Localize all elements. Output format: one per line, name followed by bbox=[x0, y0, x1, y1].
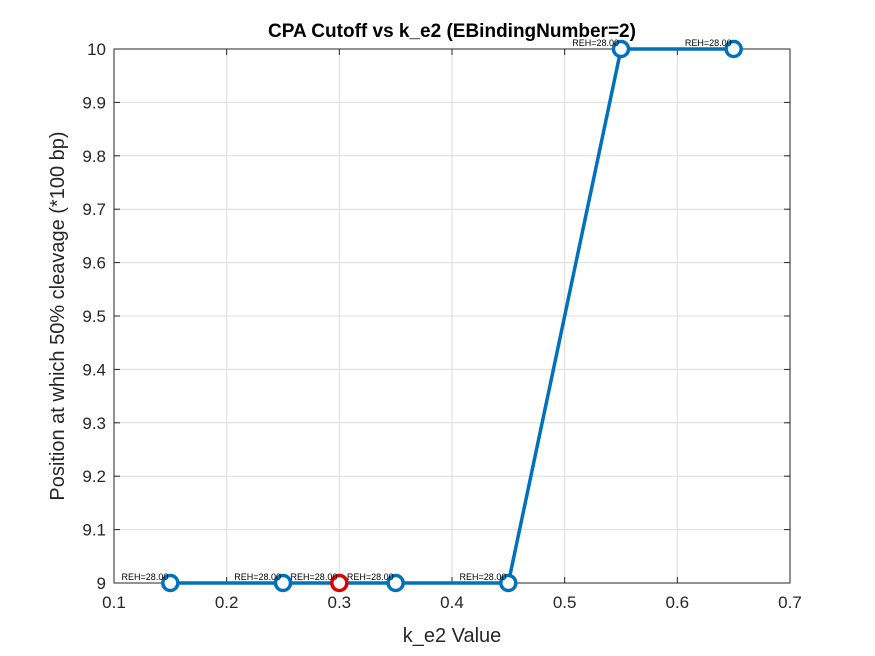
highlighted-point-label: REH=28.00 bbox=[291, 572, 338, 582]
grid-lines bbox=[114, 49, 790, 583]
data-point-label: REH=28.00 bbox=[122, 572, 169, 582]
data-point-label: REH=28.00 bbox=[572, 38, 619, 48]
data-point bbox=[386, 573, 405, 593]
data-labels: REH=28.00 REH=28.00 REH=28.00 REH=28.00 REH=… bbox=[122, 38, 732, 582]
data-point-label: REH=28.00 bbox=[347, 572, 394, 582]
data-point bbox=[499, 573, 518, 593]
data-point-label: REH=28.00 bbox=[685, 38, 732, 48]
data-point bbox=[161, 573, 180, 593]
y-tick-label: 9.3 bbox=[82, 414, 106, 433]
chart-title: CPA Cutoff vs k_e2 (EBindingNumber=2) bbox=[268, 21, 636, 42]
data-point-label: REH=28.00 bbox=[460, 572, 507, 582]
data-point bbox=[611, 39, 631, 59]
y-tick-label: 9.8 bbox=[82, 147, 106, 166]
x-tick-label: 0.1 bbox=[102, 593, 126, 612]
data-point-label: REH=28.00 bbox=[234, 572, 281, 582]
y-tick-label: 9.6 bbox=[82, 254, 106, 273]
x-tick-label: 0.2 bbox=[215, 593, 239, 612]
ticks: 0.1 0.2 0.3 0.4 0.5 0.6 0.7 9 9.1 9.2 9.3 9.4 9.5 9.6… bbox=[82, 40, 801, 612]
series-line bbox=[170, 47, 734, 585]
x-tick-label: 0.6 bbox=[666, 593, 690, 612]
data-point bbox=[273, 573, 293, 593]
y-axis-label: Position at which 50% cleavage (*100 bp) bbox=[47, 131, 69, 500]
y-tick-label: 9.7 bbox=[82, 200, 106, 219]
x-axis-label: k_e2 Value bbox=[403, 625, 502, 647]
y-tick-label: 9.9 bbox=[82, 93, 106, 112]
highlighted-data-point bbox=[330, 573, 349, 593]
y-tick-label: 9 bbox=[97, 574, 106, 593]
y-tick-label: 9.2 bbox=[82, 467, 106, 486]
y-tick-label: 9.5 bbox=[82, 307, 106, 326]
y-tick-label: 10 bbox=[87, 40, 106, 59]
y-tick-label: 9.4 bbox=[82, 360, 106, 379]
data-series bbox=[161, 39, 743, 593]
x-tick-label: 0.4 bbox=[440, 593, 464, 612]
x-tick-label: 0.7 bbox=[778, 593, 802, 612]
data-point bbox=[724, 39, 743, 59]
x-tick-label: 0.5 bbox=[553, 593, 577, 612]
y-tick-label: 9.1 bbox=[82, 521, 106, 540]
x-tick-label: 0.3 bbox=[328, 593, 352, 612]
